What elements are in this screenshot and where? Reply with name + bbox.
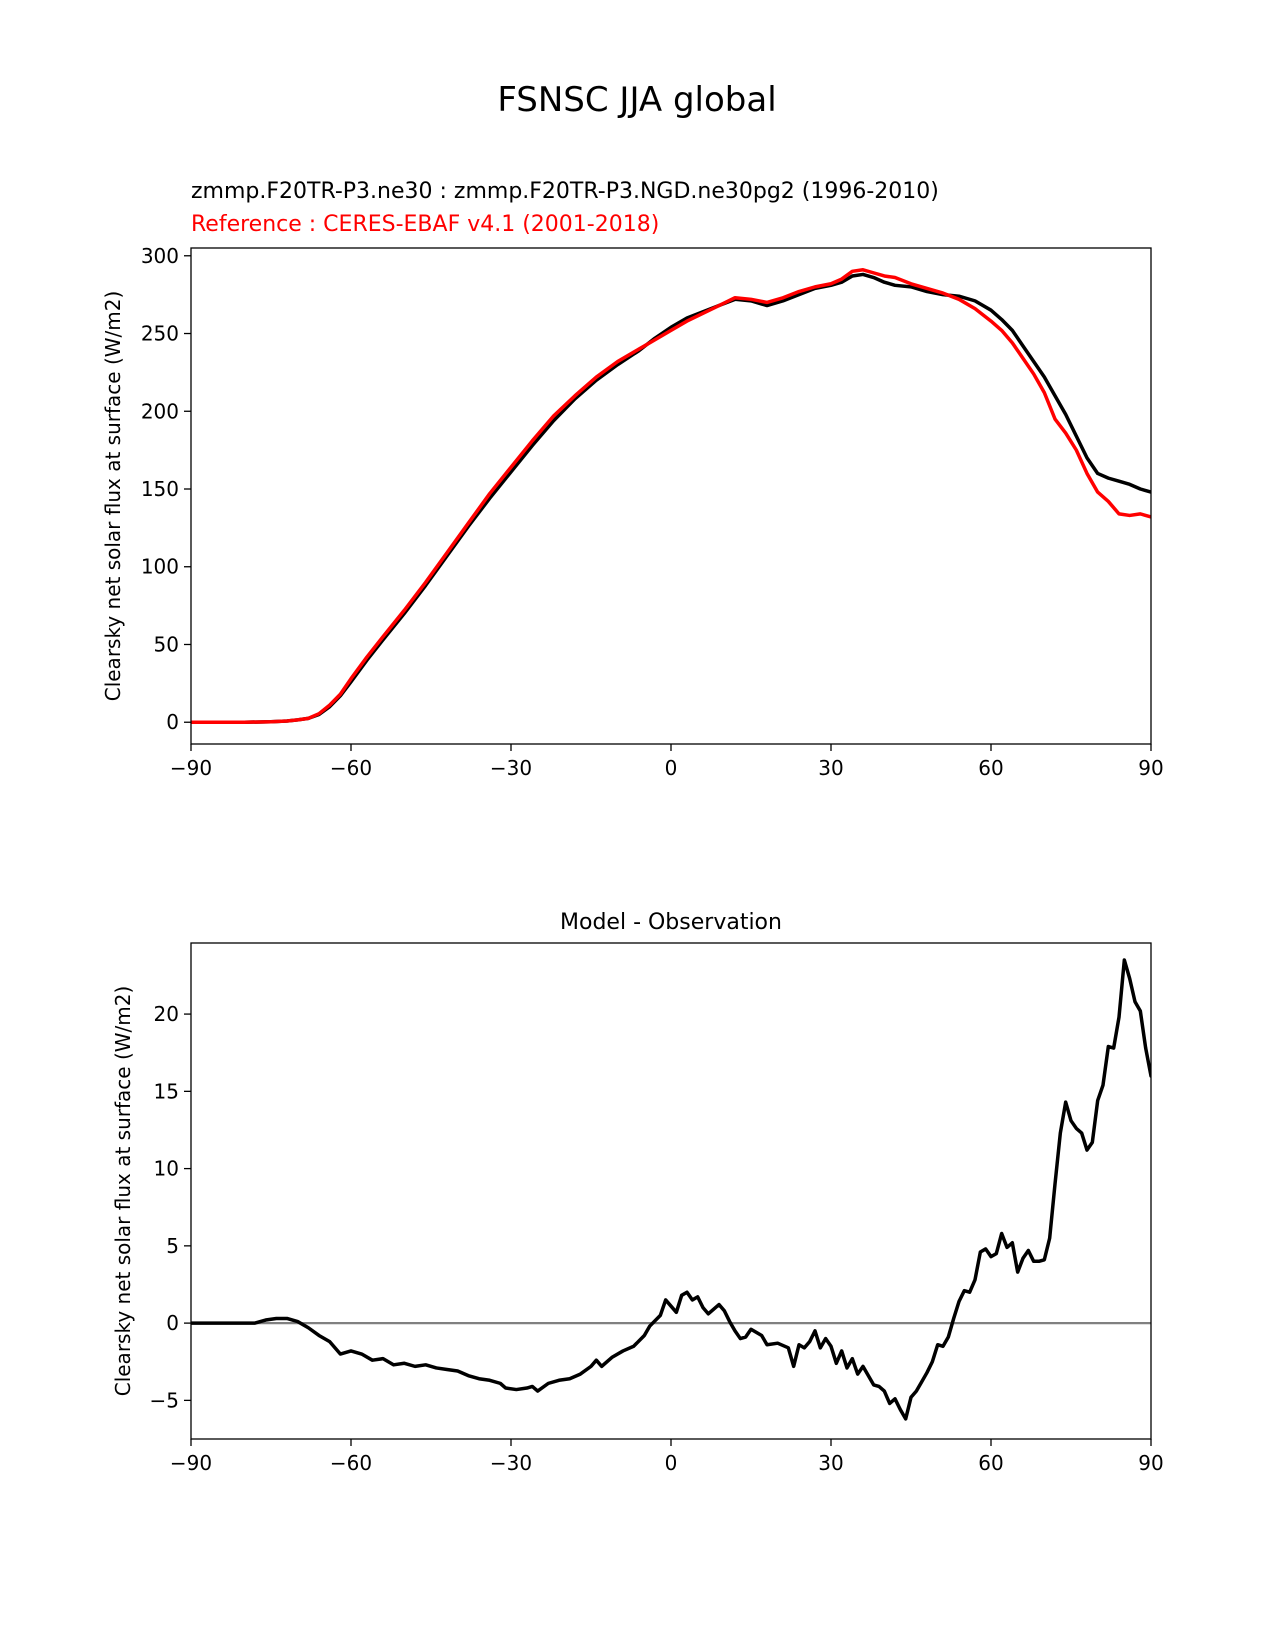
- top-x-tick-label: 0: [665, 756, 678, 780]
- top-x-tick-label: 90: [1138, 756, 1163, 780]
- top-y-tick-label: 50: [154, 632, 179, 656]
- top-y-tick-label: 0: [166, 710, 179, 734]
- top-axes-frame: [190, 247, 1152, 745]
- bottom-y-tick-label: 20: [154, 1002, 179, 1026]
- top-x-tick-label: 60: [978, 756, 1003, 780]
- bottom-y-tick-label: −5: [150, 1388, 179, 1412]
- bottom-x-tick-label: 90: [1138, 1451, 1163, 1475]
- bottom-y-tick-label: 5: [166, 1234, 179, 1258]
- bottom-x-tick-label: 30: [818, 1451, 843, 1475]
- bottom-x-tick-label: 0: [665, 1451, 678, 1475]
- bottom-x-tick-label: −90: [170, 1451, 212, 1475]
- top-x-ticks: −90 −60 −30 0 30 60 90: [170, 744, 1164, 780]
- bottom-axes-frame: [190, 942, 1152, 1440]
- top-y-tick-label: 250: [141, 322, 179, 346]
- bottom-x-tick-label: −60: [330, 1451, 372, 1475]
- top-x-tick-label: −30: [490, 756, 532, 780]
- top-line-layer: [191, 268, 1151, 724]
- bottom-x-tick-label: 60: [978, 1451, 1003, 1475]
- test-subtitle: zmmp.F20TR-P3.ne30 : zmmp.F20TR-P3.NGD.n…: [191, 179, 939, 204]
- bottom-y-axis-label: Clearsky net solar flux at surface (W/m2…: [111, 986, 135, 1397]
- top-series-line-2: [191, 268, 1151, 724]
- bottom-y-ticks: −5 0 5 10 15 20: [150, 1002, 191, 1412]
- bottom-y-tick-label: 10: [154, 1157, 179, 1181]
- top-x-tick-label: −90: [170, 756, 212, 780]
- top-series-line-1: [191, 272, 1151, 724]
- top-y-tick-label: 200: [141, 399, 179, 423]
- bottom-y-tick-label: 0: [166, 1311, 179, 1335]
- top-y-tick-label: 150: [141, 477, 179, 501]
- bottom-series-line-1: [191, 958, 1151, 1421]
- figure-title: FSNSC JJA global: [497, 80, 776, 120]
- top-panel: −90 −60 −30 0 30 60 90 0 50 100 150 200 250 300 Clea…: [101, 244, 1164, 780]
- top-x-tick-label: 30: [818, 756, 843, 780]
- bottom-line-layer: [191, 958, 1151, 1421]
- top-y-tick-label: 100: [141, 555, 179, 579]
- top-x-tick-label: −60: [330, 756, 372, 780]
- top-y-tick-label: 300: [141, 244, 179, 268]
- bottom-x-ticks: −90 −60 −30 0 30 60 90: [170, 1439, 1164, 1475]
- top-y-ticks: 0 50 100 150 200 250 300: [141, 244, 191, 734]
- reference-subtitle: Reference : CERES-EBAF v4.1 (2001-2018): [191, 212, 659, 237]
- top-y-axis-label: Clearsky net solar flux at surface (W/m2…: [101, 291, 125, 702]
- bottom-panel: Model - Observation −90 −60 −30 0 30 60 90 −5 0…: [111, 910, 1164, 1475]
- bottom-panel-title: Model - Observation: [560, 910, 782, 935]
- bottom-y-tick-label: 15: [154, 1079, 179, 1103]
- bottom-x-tick-label: −30: [490, 1451, 532, 1475]
